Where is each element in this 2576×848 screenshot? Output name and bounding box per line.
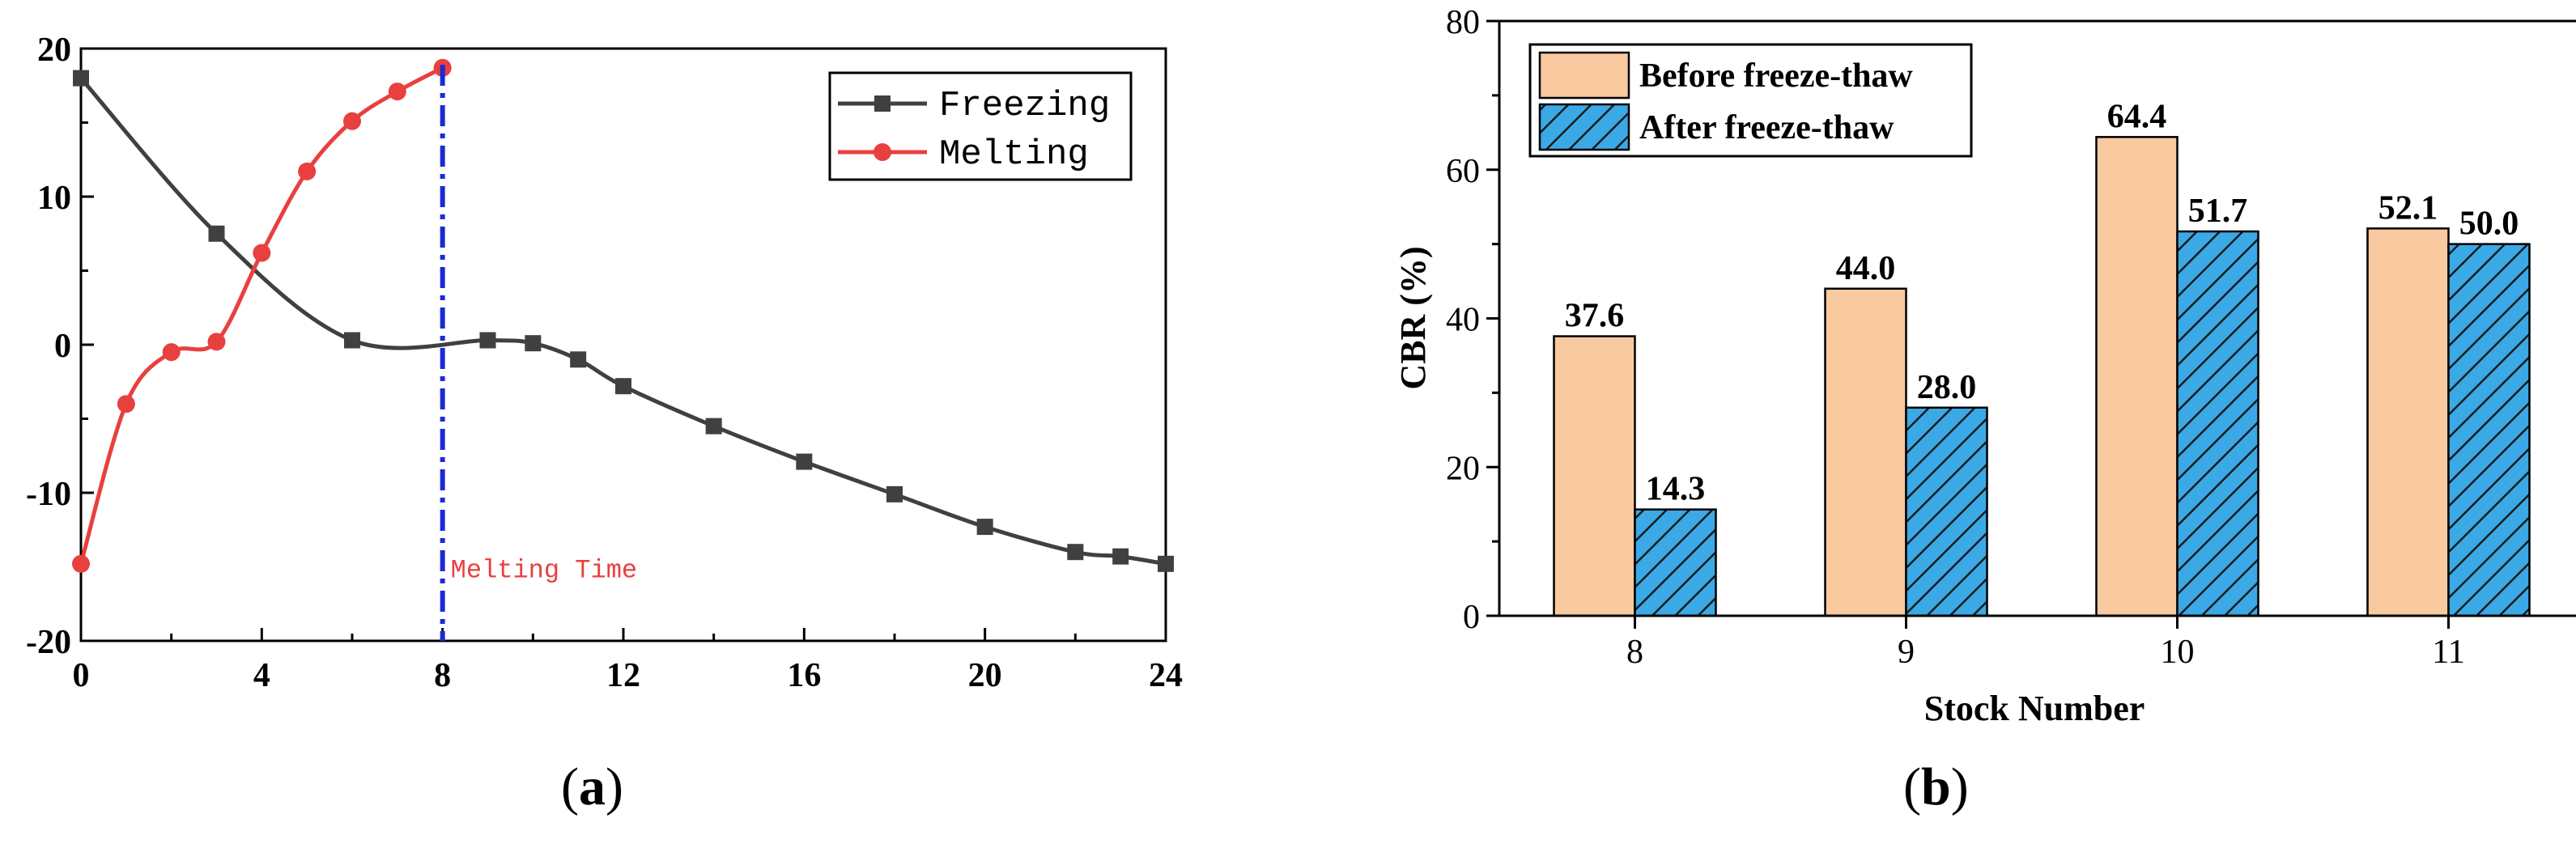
bar-value-label: 50.0 <box>2459 206 2519 243</box>
y-axis-label: CBR (%) <box>1393 246 1433 389</box>
y-tick-label: 0 <box>54 328 71 365</box>
panel-label-b: (b) <box>1903 757 1969 816</box>
data-point-melting <box>72 554 90 573</box>
bar-value-label: 28.0 <box>1917 369 1977 406</box>
data-point-freezing <box>73 70 89 87</box>
y-tick-label: -10 <box>26 476 71 513</box>
bar-before <box>2366 227 2450 617</box>
data-point-freezing <box>570 351 587 368</box>
annotations: Melting Time <box>440 65 637 641</box>
data-point-freezing <box>1158 555 1174 572</box>
data-point-freezing <box>886 485 903 502</box>
y-tick-label: 80 <box>1446 4 1480 41</box>
x-tick-label: 16 <box>787 657 821 694</box>
data-point-melting <box>162 343 181 362</box>
y-tick-label: 20 <box>1446 450 1480 487</box>
x-tick-label: 12 <box>606 657 640 694</box>
panel-letter-b: b <box>1920 757 1951 816</box>
legend-label: Freezing <box>939 86 1110 126</box>
bar-before <box>1553 335 1636 617</box>
data-point-melting <box>207 333 226 351</box>
x-tick-label: 9 <box>1898 634 1915 671</box>
legend: Before freeze-thaw After freeze-thaw <box>1528 43 1973 158</box>
legend-box <box>828 71 1133 181</box>
data-point-freezing <box>976 519 993 536</box>
legend-swatch <box>1538 51 1630 100</box>
bar-labels: 37.6 14.3 44.0 28.0 64.4 51.7 52.1 50.0 <box>1565 98 2519 507</box>
line-chart-panel: 0 4 8 12 16 20 24 -20 -10 0 10 20 Melting Time Free… <box>26 32 1183 694</box>
legend: Freezing Melting <box>828 71 1133 181</box>
data-point-freezing <box>479 332 496 349</box>
data-point-freezing <box>1067 544 1084 561</box>
bar-before <box>1824 287 1907 617</box>
axis-ticks: 0 4 8 12 16 20 24 -20 -10 0 10 20 <box>26 32 1183 694</box>
data-point-melting <box>388 83 406 101</box>
y-tick-label: 20 <box>37 32 71 69</box>
bar-value-label: 52.1 <box>2378 189 2438 227</box>
x-axis-label: Stock Number <box>1924 689 2145 728</box>
x-tick-label: 20 <box>968 657 1002 694</box>
data-point-freezing <box>1112 548 1129 565</box>
melting-time-label: Melting Time <box>451 555 637 585</box>
x-tick-label: 4 <box>253 657 270 694</box>
data-point-freezing <box>525 335 542 352</box>
legend-label: After freeze-thaw <box>1639 109 1894 146</box>
data-point-freezing <box>705 418 722 435</box>
data-point-melting <box>253 244 271 262</box>
bar-after <box>2447 243 2531 617</box>
bar-value-label: 14.3 <box>1646 471 1706 508</box>
bar-value-label: 37.6 <box>1565 298 1625 335</box>
series-markers <box>72 58 1174 573</box>
x-tick-label: 10 <box>2161 634 2195 671</box>
x-tick-label: 24 <box>1149 657 1183 694</box>
legend-label: Melting <box>939 134 1089 175</box>
panel-label-a: (a) <box>561 757 623 816</box>
bar-value-label: 51.7 <box>2188 193 2248 230</box>
data-point-freezing <box>344 332 360 349</box>
data-point-melting <box>343 112 361 130</box>
x-tick-label: 11 <box>2432 634 2464 671</box>
data-point-freezing <box>208 225 225 242</box>
bar-value-label: 44.0 <box>1836 250 1896 287</box>
y-tick-label: 10 <box>37 180 71 217</box>
data-point-freezing <box>615 378 631 395</box>
y-tick-label: 60 <box>1446 153 1480 190</box>
data-point-freezing <box>796 453 813 470</box>
bar-after <box>1634 508 1717 617</box>
legend-label: Before freeze-thaw <box>1639 57 1913 95</box>
y-tick-label: 40 <box>1446 302 1480 339</box>
axis-ticks: 0 20 40 60 80 8 9 10 11 <box>1446 4 2465 671</box>
data-point-melting <box>117 395 135 413</box>
bar-value-label: 64.4 <box>2107 98 2167 135</box>
bar-chart-panel: 0 20 40 60 80 8 9 10 11 37.6 14.3 44.0 28.0 64.4 51.7… <box>1393 4 2576 728</box>
x-tick-label: 8 <box>434 657 451 694</box>
x-tick-label: 8 <box>1626 634 1643 671</box>
legend-marker <box>874 143 891 161</box>
y-tick-label: -20 <box>26 624 71 661</box>
legend-swatch <box>1538 103 1630 151</box>
legend-marker <box>874 95 891 112</box>
y-tick-label: 0 <box>1463 599 1480 636</box>
bars <box>1553 136 2531 617</box>
bar-after <box>1905 406 1988 617</box>
bar-before <box>2095 136 2179 617</box>
panel-letter-a: a <box>578 757 606 816</box>
data-point-melting <box>298 162 317 180</box>
bar-after <box>2176 230 2259 617</box>
x-tick-label: 0 <box>73 657 90 694</box>
